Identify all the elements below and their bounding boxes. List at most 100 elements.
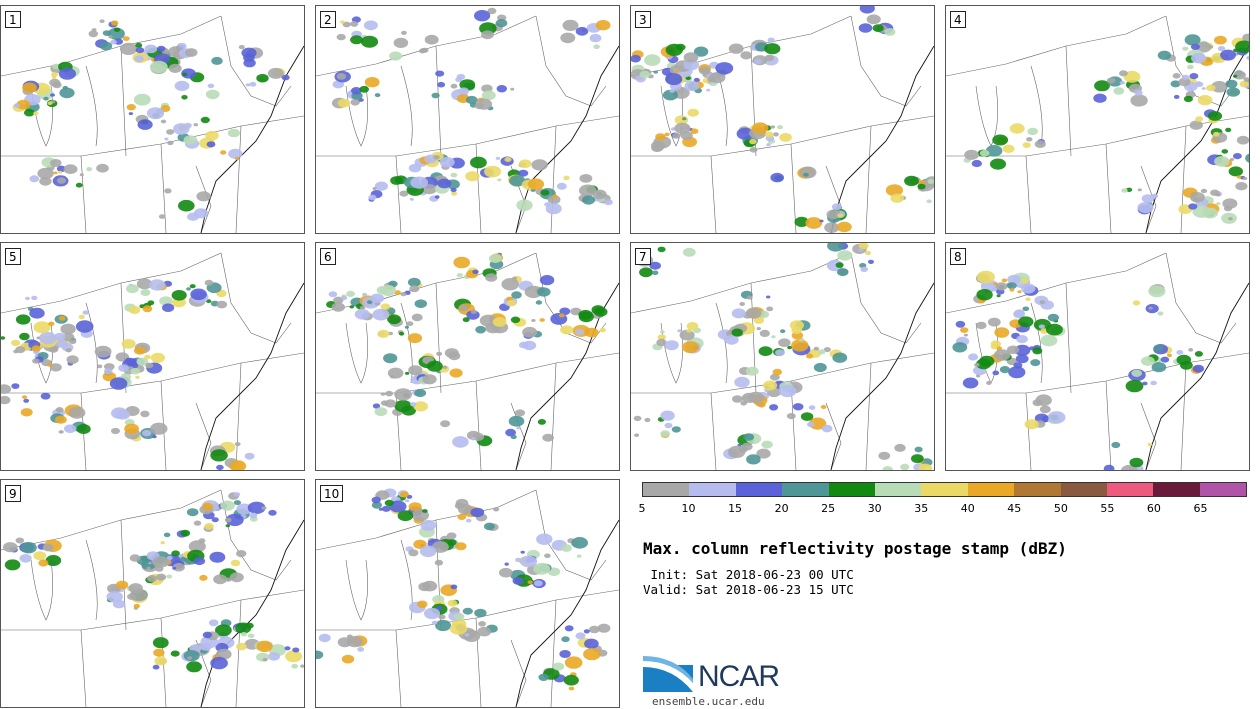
reflectivity-cell bbox=[68, 406, 86, 419]
reflectivity-cell bbox=[88, 30, 99, 38]
reflectivity-cell bbox=[209, 551, 226, 563]
reflectivity-cell bbox=[1013, 309, 1025, 319]
reflectivity-cell bbox=[1187, 64, 1194, 70]
reflectivity-cell bbox=[171, 550, 180, 557]
reflectivity-cell bbox=[579, 174, 593, 183]
colorbar-segment bbox=[1153, 483, 1200, 496]
reflectivity-cell bbox=[990, 344, 998, 350]
reflectivity-cell bbox=[465, 171, 480, 182]
reflectivity-cell bbox=[538, 673, 549, 681]
reflectivity-cell bbox=[753, 316, 765, 324]
reflectivity-cell bbox=[671, 426, 681, 433]
reflectivity-cell bbox=[639, 70, 651, 79]
reflectivity-cell bbox=[821, 424, 833, 433]
reflectivity-cell bbox=[994, 327, 1010, 338]
reflectivity-cell bbox=[747, 391, 765, 403]
colorbar-segment bbox=[643, 483, 690, 496]
reflectivity-cell bbox=[1150, 380, 1157, 386]
reflectivity-cell bbox=[792, 403, 804, 411]
state-boundary bbox=[865, 362, 872, 470]
reflectivity-cell bbox=[115, 580, 129, 590]
reflectivity-cell bbox=[1022, 306, 1030, 312]
reflectivity-cell bbox=[249, 512, 258, 519]
state-boundary bbox=[85, 539, 98, 621]
reflectivity-cell bbox=[189, 284, 196, 289]
reflectivity-cell bbox=[533, 580, 543, 587]
reflectivity-cell bbox=[497, 178, 502, 182]
reflectivity-cell bbox=[976, 289, 993, 301]
reflectivity-cell bbox=[837, 250, 853, 261]
reflectivity-cell bbox=[1243, 77, 1249, 82]
reflectivity-cell bbox=[122, 36, 130, 41]
reflectivity-cell bbox=[112, 599, 126, 609]
reflectivity-cell bbox=[1176, 350, 1184, 355]
reflectivity-cell bbox=[417, 600, 428, 608]
reflectivity-cell bbox=[1195, 116, 1204, 122]
reflectivity-cell bbox=[803, 172, 809, 177]
state-boundary bbox=[550, 362, 557, 470]
reflectivity-cell bbox=[1217, 46, 1226, 52]
reflectivity-cell bbox=[331, 302, 345, 312]
reflectivity-cell bbox=[261, 506, 267, 510]
reflectivity-cell bbox=[49, 363, 62, 372]
reflectivity-cell bbox=[519, 159, 532, 168]
reflectivity-cell bbox=[510, 434, 517, 440]
reflectivity-cell bbox=[340, 20, 345, 24]
member-panel-6: 6 bbox=[315, 242, 620, 471]
reflectivity-cell bbox=[199, 574, 208, 581]
reflectivity-cell bbox=[1014, 344, 1031, 356]
reflectivity-cell bbox=[180, 529, 191, 537]
reflectivity-cell bbox=[49, 78, 61, 87]
member-panel-8: 8 bbox=[945, 242, 1250, 471]
reflectivity-cell bbox=[734, 376, 750, 388]
reflectivity-cell bbox=[728, 43, 744, 54]
reflectivity-cell bbox=[826, 209, 841, 220]
reflectivity-cell bbox=[380, 392, 386, 396]
state-boundary bbox=[1180, 362, 1187, 470]
reflectivity-cell bbox=[410, 402, 417, 407]
state-boundary bbox=[160, 143, 167, 233]
reflectivity-cell bbox=[1111, 441, 1121, 449]
reflectivity-cell bbox=[890, 193, 904, 203]
member-panel-9: 9 bbox=[0, 479, 305, 708]
reflectivity-cell bbox=[236, 550, 247, 558]
reflectivity-cell bbox=[371, 501, 382, 509]
colorbar-tick-label: 5 bbox=[638, 502, 646, 515]
reflectivity-cell bbox=[50, 93, 55, 97]
reflectivity-cell bbox=[450, 172, 458, 178]
reflectivity-cell bbox=[362, 292, 368, 297]
reflectivity-cell bbox=[794, 216, 809, 227]
reflectivity-cell bbox=[964, 149, 979, 160]
reflectivity-cell bbox=[823, 347, 831, 353]
reflectivity-cell bbox=[1032, 399, 1043, 407]
reflectivity-cell bbox=[664, 340, 679, 351]
reflectivity-cell bbox=[149, 279, 166, 291]
reflectivity-cell bbox=[743, 433, 755, 441]
reflectivity-cell bbox=[193, 520, 202, 526]
reflectivity-cell bbox=[1167, 353, 1172, 358]
reflectivity-cell bbox=[709, 72, 726, 84]
reflectivity-cell bbox=[411, 313, 423, 322]
reflectivity-cell bbox=[142, 429, 152, 437]
colorbar-tick-label: 35 bbox=[914, 502, 929, 515]
reflectivity-cell bbox=[1024, 419, 1039, 430]
member-label: 1 bbox=[5, 11, 21, 28]
reflectivity-cell bbox=[731, 308, 746, 319]
reflectivity-cell bbox=[364, 77, 380, 88]
state-boundary bbox=[865, 125, 872, 233]
reflectivity-cell bbox=[976, 270, 995, 284]
reflectivity-cell bbox=[54, 332, 66, 341]
reflectivity-cell bbox=[1032, 347, 1043, 355]
reflectivity-cell bbox=[563, 175, 570, 181]
reflectivity-cell bbox=[1225, 127, 1232, 133]
reflectivity-cell bbox=[351, 87, 362, 95]
reflectivity-cell bbox=[1040, 334, 1058, 347]
reflectivity-cell bbox=[662, 89, 678, 101]
reflectivity-cell bbox=[19, 332, 30, 341]
reflectivity-cell bbox=[22, 82, 37, 93]
member-panel-2: 2 bbox=[315, 5, 620, 234]
reflectivity-cell bbox=[508, 415, 525, 427]
reflectivity-cell bbox=[56, 177, 67, 184]
reflectivity-cell bbox=[233, 492, 241, 497]
state-boundary bbox=[535, 489, 607, 581]
